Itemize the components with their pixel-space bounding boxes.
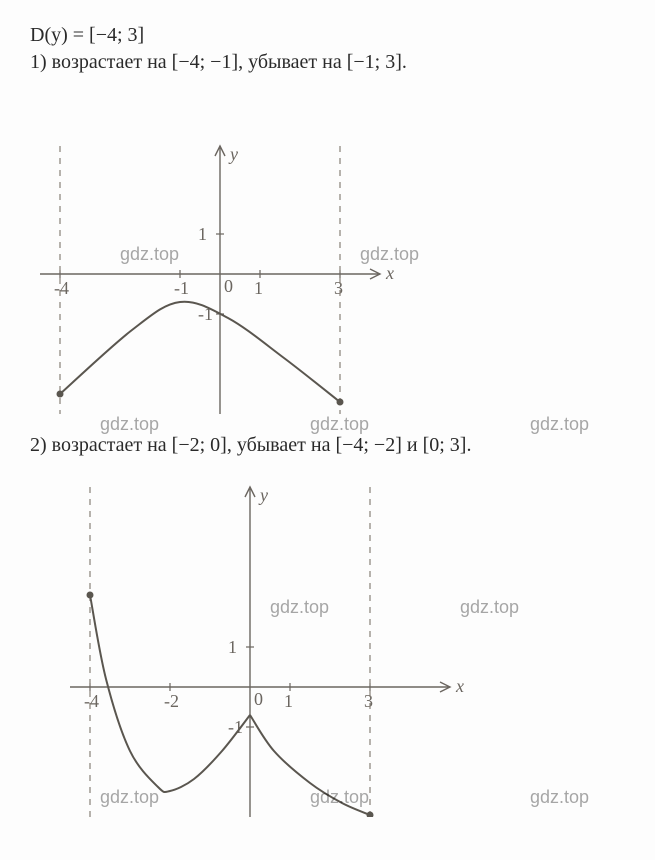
svg-text:3: 3 bbox=[334, 278, 343, 298]
watermark: gdz.top bbox=[100, 414, 159, 435]
svg-text:-2: -2 bbox=[164, 691, 179, 711]
svg-text:-1: -1 bbox=[174, 278, 189, 298]
chart-2-container: xy0-4-2131-1 gdz.topgdz.topgdz.topgdz.to… bbox=[30, 467, 625, 817]
svg-text:y: y bbox=[228, 144, 238, 164]
svg-text:y: y bbox=[258, 485, 268, 505]
item-2: 2) возрастает на [−2; 0], убывает на [−4… bbox=[30, 434, 625, 457]
svg-text:x: x bbox=[455, 676, 464, 696]
svg-text:1: 1 bbox=[228, 637, 237, 657]
svg-text:1: 1 bbox=[284, 691, 293, 711]
svg-text:x: x bbox=[385, 263, 394, 283]
svg-text:0: 0 bbox=[254, 689, 263, 709]
chart-1: xy0-4-1131-1 bbox=[30, 84, 510, 414]
svg-text:1: 1 bbox=[198, 224, 207, 244]
svg-text:0: 0 bbox=[224, 276, 233, 296]
svg-text:-4: -4 bbox=[54, 278, 69, 298]
svg-text:1: 1 bbox=[254, 278, 263, 298]
chart-2: xy0-4-2131-1 bbox=[30, 467, 550, 817]
watermark: gdz.top bbox=[310, 414, 369, 435]
chart-1-container: xy0-4-1131-1 gdz.topgdz.topgdz.topgdz.to… bbox=[30, 84, 625, 414]
svg-text:-4: -4 bbox=[84, 691, 99, 711]
item-1: 1) возрастает на [−4; −1], убывает на [−… bbox=[30, 51, 625, 74]
svg-text:3: 3 bbox=[364, 691, 373, 711]
domain-line: D(y) = [−4; 3] bbox=[30, 24, 625, 47]
watermark: gdz.top bbox=[530, 414, 589, 435]
